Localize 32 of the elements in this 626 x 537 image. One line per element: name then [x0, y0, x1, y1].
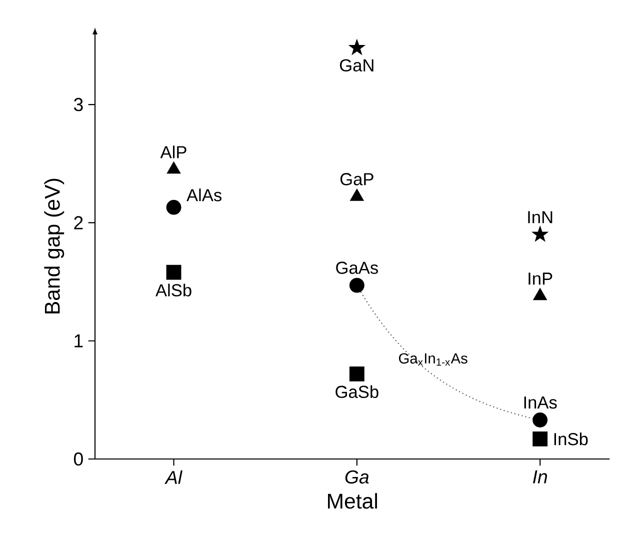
- x-axis-title: Metal: [328, 493, 377, 509]
- y-tick-label: 0: [74, 452, 83, 466]
- series-label: GaAs: [336, 262, 378, 274]
- y-tick-label: 2: [74, 216, 83, 230]
- series-label: AlP: [160, 146, 186, 158]
- point: [349, 366, 364, 382]
- x-tick-label: In: [533, 470, 548, 484]
- y-axis-title: Band gap (eV): [44, 178, 64, 314]
- x-tick-label: Al: [164, 470, 182, 484]
- series-label: GaN: [340, 59, 374, 72]
- point: [532, 227, 548, 241]
- point: [166, 264, 182, 280]
- point: [532, 431, 548, 446]
- series-label: InN: [528, 211, 552, 224]
- point: [350, 189, 364, 201]
- series-label: GaP: [340, 173, 374, 186]
- series-label: InP: [528, 272, 552, 285]
- x-tick-label: Ga: [345, 470, 369, 484]
- point: [349, 278, 364, 293]
- point: [167, 162, 180, 174]
- point: [166, 200, 182, 215]
- point: [534, 288, 547, 300]
- series-label: InAs: [524, 396, 557, 409]
- series-label: Ga$_{x}$In$_{1-x}$As: [398, 353, 468, 366]
- series-label: InSb: [554, 432, 588, 446]
- point: [532, 412, 548, 428]
- series-label: AlAs: [186, 188, 222, 202]
- point: [350, 40, 364, 54]
- series-label: GaSb: [336, 385, 378, 398]
- y-tick-label: 3: [74, 98, 83, 112]
- series-label: AlSb: [155, 284, 192, 296]
- y-tick-label: 1: [74, 334, 83, 348]
